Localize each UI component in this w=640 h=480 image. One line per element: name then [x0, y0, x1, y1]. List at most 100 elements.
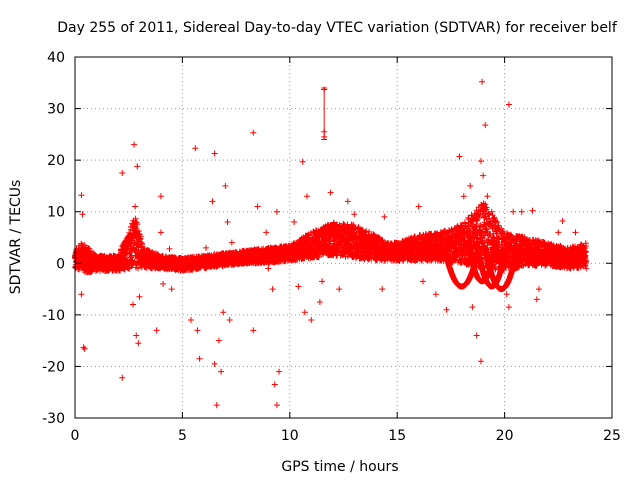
sdtvar-point: [119, 170, 126, 177]
sdtvar-point: [469, 304, 476, 311]
data-layer: [72, 78, 590, 409]
sdtvar-point: [432, 291, 439, 298]
sdtvar-point: [316, 298, 323, 305]
sdtvar-point: [166, 245, 173, 252]
sdtvar-point: [505, 101, 512, 108]
sdtvar-point: [327, 189, 334, 196]
sdtvar-point: [203, 244, 210, 251]
sdtvar-point: [505, 304, 512, 311]
sdtvar-point: [308, 317, 315, 324]
sdtvar-point: [119, 374, 126, 381]
sdtvar-point: [192, 145, 199, 152]
sdtvar-point: [482, 122, 489, 129]
x-tick-label: 10: [281, 428, 299, 444]
sdtvar-point: [381, 213, 388, 220]
sdtvar-point: [344, 198, 351, 205]
sdtvar-point: [303, 193, 310, 200]
sdtvar-point: [213, 402, 220, 409]
sdtvar-point: [473, 332, 480, 339]
sdtvar-point: [228, 239, 235, 246]
sdtvar-point: [351, 211, 358, 218]
sdtvar-point: [131, 141, 138, 148]
sdtvar-point: [187, 317, 194, 324]
sdtvar-point: [220, 309, 227, 316]
sdtvar-point: [480, 172, 487, 179]
chart-title: Day 255 of 2011, Sidereal Day-to-day VTE…: [57, 20, 618, 36]
y-tick-label: -20: [42, 359, 65, 375]
sdtvar-point: [581, 249, 588, 256]
x-axis-label: GPS time / hours: [281, 459, 398, 475]
sdtvar-point: [355, 224, 362, 231]
sdtvar-point: [488, 208, 495, 215]
sdtvar-point: [222, 182, 229, 189]
sdtvar-point: [209, 198, 216, 205]
sdtvar-point: [295, 283, 302, 290]
x-tick-label: 5: [178, 428, 187, 444]
x-tick-label: 25: [603, 428, 621, 444]
sdtvar-point: [157, 193, 164, 200]
sdtvar-point: [419, 278, 426, 285]
sdtvar-point: [157, 229, 164, 236]
sdtvar-point: [136, 293, 143, 300]
sdtvar-point: [153, 327, 160, 334]
sdtvar-point: [379, 286, 386, 293]
sdtvar-point: [312, 234, 319, 241]
sdtvar-point: [477, 158, 484, 165]
sdtvar-point: [535, 286, 542, 293]
sdtvar-point: [79, 211, 86, 218]
sdtvar-error-bar: [321, 87, 328, 141]
sdtvar-point: [78, 291, 85, 298]
grid: [75, 57, 612, 418]
sdtvar-point: [572, 229, 579, 236]
y-tick-label: 10: [47, 205, 65, 221]
sdtvar-point: [456, 153, 463, 160]
sdtvar-point: [467, 182, 474, 189]
sdtvar-point: [129, 301, 136, 308]
sdtvar-point: [78, 192, 85, 199]
sdtvar-point: [299, 158, 306, 165]
sdtvar-point: [415, 203, 422, 210]
sdtvar-point: [319, 278, 326, 285]
y-tick-label: -30: [42, 411, 65, 427]
sdtvar-point: [271, 381, 278, 388]
sdtvar-point: [211, 150, 218, 157]
y-tick-label: 30: [47, 102, 65, 118]
sdtvar-point: [265, 265, 272, 272]
sdtvar-point: [133, 332, 140, 339]
x-tick-label: 20: [496, 428, 514, 444]
sdtvar-point: [555, 229, 562, 236]
sdtvar-point: [81, 345, 88, 352]
sdtvar-point: [273, 208, 280, 215]
y-tick-label: 0: [56, 256, 65, 272]
sdtvar-point: [503, 291, 510, 298]
sdtvar-point: [533, 296, 540, 303]
sdtvar-point: [301, 309, 308, 316]
y-tick-label: 40: [47, 50, 65, 66]
sdtvar-point: [134, 163, 141, 170]
plot-frame: [74, 56, 613, 419]
y-tick-label: -10: [42, 308, 65, 324]
sdtvar-point: [218, 368, 225, 375]
sdtvar-point: [160, 280, 167, 287]
sdtvar-point: [510, 208, 517, 215]
sdtvar-point: [529, 207, 536, 214]
y-tick-label: 20: [47, 153, 65, 169]
sdtvar-point: [484, 193, 491, 200]
x-tick-label: 0: [71, 428, 80, 444]
sdtvar-point: [250, 129, 257, 136]
sdtvar-point: [273, 402, 280, 409]
sdtvar-point: [80, 344, 87, 351]
sdtvar-dense-band: [72, 200, 590, 293]
sdtvar-point: [224, 219, 231, 226]
sdtvar-point: [194, 327, 201, 334]
sdtvar-point: [460, 193, 467, 200]
sdtvar-point: [454, 280, 461, 287]
sdtvar-point: [336, 286, 343, 293]
sdtvar-point: [276, 368, 283, 375]
sdtvar-point: [426, 234, 433, 241]
sdtvar-point: [211, 360, 218, 367]
sdtvar-point: [291, 219, 298, 226]
sdtvar-point: [215, 337, 222, 344]
sdtvar-point: [479, 78, 486, 85]
sdtvar-point: [196, 355, 203, 362]
